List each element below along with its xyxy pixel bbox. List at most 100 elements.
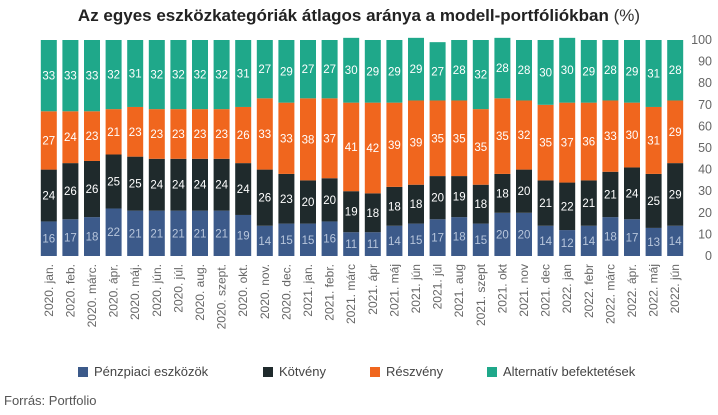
data-label: 19: [345, 207, 358, 219]
data-label: 24: [215, 180, 228, 192]
data-label: 33: [604, 131, 617, 143]
data-label: 19: [453, 192, 466, 204]
bar-segment: [321, 178, 338, 222]
data-label: 21: [215, 228, 228, 240]
bar-segment: [429, 42, 446, 101]
bar-segment: [84, 160, 100, 218]
bar-segment: [386, 225, 403, 256]
data-label: 17: [64, 233, 77, 245]
bar-segment: [645, 40, 662, 107]
bar-segment: [300, 98, 316, 181]
bar-segment: [127, 156, 144, 211]
data-label: 29: [410, 64, 423, 76]
bar-segment: [667, 100, 684, 164]
data-label: 24: [626, 188, 639, 200]
bar-segment: [559, 230, 576, 256]
bar-segment: [386, 186, 403, 226]
bar-segment: [300, 180, 316, 224]
bar-segment: [451, 100, 468, 177]
bar-segment: [235, 40, 252, 107]
x-tick-label: 2022. febr: [582, 264, 596, 318]
bar-segment: [235, 106, 252, 164]
bar-segment: [472, 40, 489, 110]
x-tick-label: 2021. ápr: [366, 264, 380, 315]
x-tick-label: 2022. jún: [668, 264, 682, 313]
bar-segment: [62, 219, 79, 256]
bar-segment: [364, 232, 381, 256]
bar-segment: [127, 40, 144, 107]
bar-segment: [170, 40, 187, 110]
y-tick-label: 80: [698, 76, 712, 90]
bar-segment: [62, 40, 79, 112]
data-label: 29: [280, 66, 293, 78]
x-tick-label: 2020. dec.: [279, 264, 293, 320]
data-label: 14: [582, 236, 595, 248]
bar-segment: [451, 40, 468, 101]
bar-segment: [192, 210, 208, 256]
stacked-bar-chart: 16 24 27 33 17 26 24 33 18 26 23 33 22 25 21 32 21 25 23 31…: [40, 33, 712, 329]
bar-segment: [213, 210, 230, 256]
chart-title-unit: (%): [613, 6, 641, 25]
data-label: 31: [647, 68, 660, 80]
bar-segment: [364, 40, 381, 103]
x-tick-label: 2021. máj: [387, 264, 401, 317]
bar-segment: [105, 109, 122, 155]
data-label: 29: [669, 127, 682, 139]
bar-segment: [127, 210, 144, 256]
data-label: 20: [323, 195, 336, 207]
data-label: 28: [604, 65, 617, 77]
bar-segment: [148, 210, 165, 256]
data-label: 26: [86, 184, 99, 196]
data-label: 30: [345, 65, 358, 77]
data-label: 21: [194, 228, 207, 240]
data-label: 15: [302, 235, 315, 247]
data-label: 18: [366, 208, 379, 220]
bar-segment: [40, 111, 57, 170]
data-label: 24: [194, 180, 207, 192]
x-tick-label: 2021. júl: [431, 264, 445, 309]
data-label: 18: [388, 201, 401, 213]
bar-segment: [472, 223, 489, 256]
bar-segment: [235, 163, 252, 215]
legend-label: Részvény: [386, 364, 444, 379]
bar-segment: [602, 100, 619, 172]
data-label: 21: [582, 198, 595, 210]
data-label: 20: [518, 229, 531, 241]
data-label: 12: [561, 238, 574, 250]
bar-segment: [580, 180, 597, 226]
data-label: 27: [323, 64, 336, 76]
data-label: 27: [258, 64, 271, 76]
data-label: 33: [42, 71, 55, 83]
y-tick-label: 0: [705, 249, 712, 263]
bar-segment: [408, 184, 424, 224]
data-label: 20: [431, 193, 444, 205]
data-label: 21: [129, 228, 142, 240]
data-label: 35: [496, 131, 509, 143]
bars-layer: 16 24 27 33 17 26 24 33 18 26 23 33 22 25 21 32 21 25 23 31…: [40, 37, 684, 256]
x-tick-label: 2021. jan.: [301, 264, 315, 317]
data-label: 18: [604, 232, 617, 244]
bar-segment: [667, 225, 684, 256]
bar-segment: [624, 219, 640, 256]
x-tick-label: 2021. nov: [517, 264, 531, 317]
bar-segment: [84, 40, 100, 112]
bar-segment: [321, 40, 338, 99]
data-label: 25: [107, 176, 120, 188]
data-label: 32: [518, 130, 531, 142]
data-label: 33: [258, 129, 271, 141]
y-tick-label: 60: [698, 119, 712, 133]
data-label: 15: [474, 235, 487, 247]
bar-segment: [516, 40, 532, 101]
data-label: 37: [561, 138, 574, 150]
data-label: 24: [172, 180, 185, 192]
bar-segment: [256, 169, 273, 226]
data-label: 28: [496, 63, 509, 75]
bar-segment: [645, 227, 662, 256]
data-label: 35: [539, 138, 552, 150]
bar-segment: [408, 37, 424, 101]
data-label: 16: [42, 234, 55, 246]
data-label: 25: [647, 196, 660, 208]
legend-swatch: [78, 366, 88, 377]
data-label: 23: [194, 129, 207, 141]
bar-segment: [256, 40, 273, 99]
